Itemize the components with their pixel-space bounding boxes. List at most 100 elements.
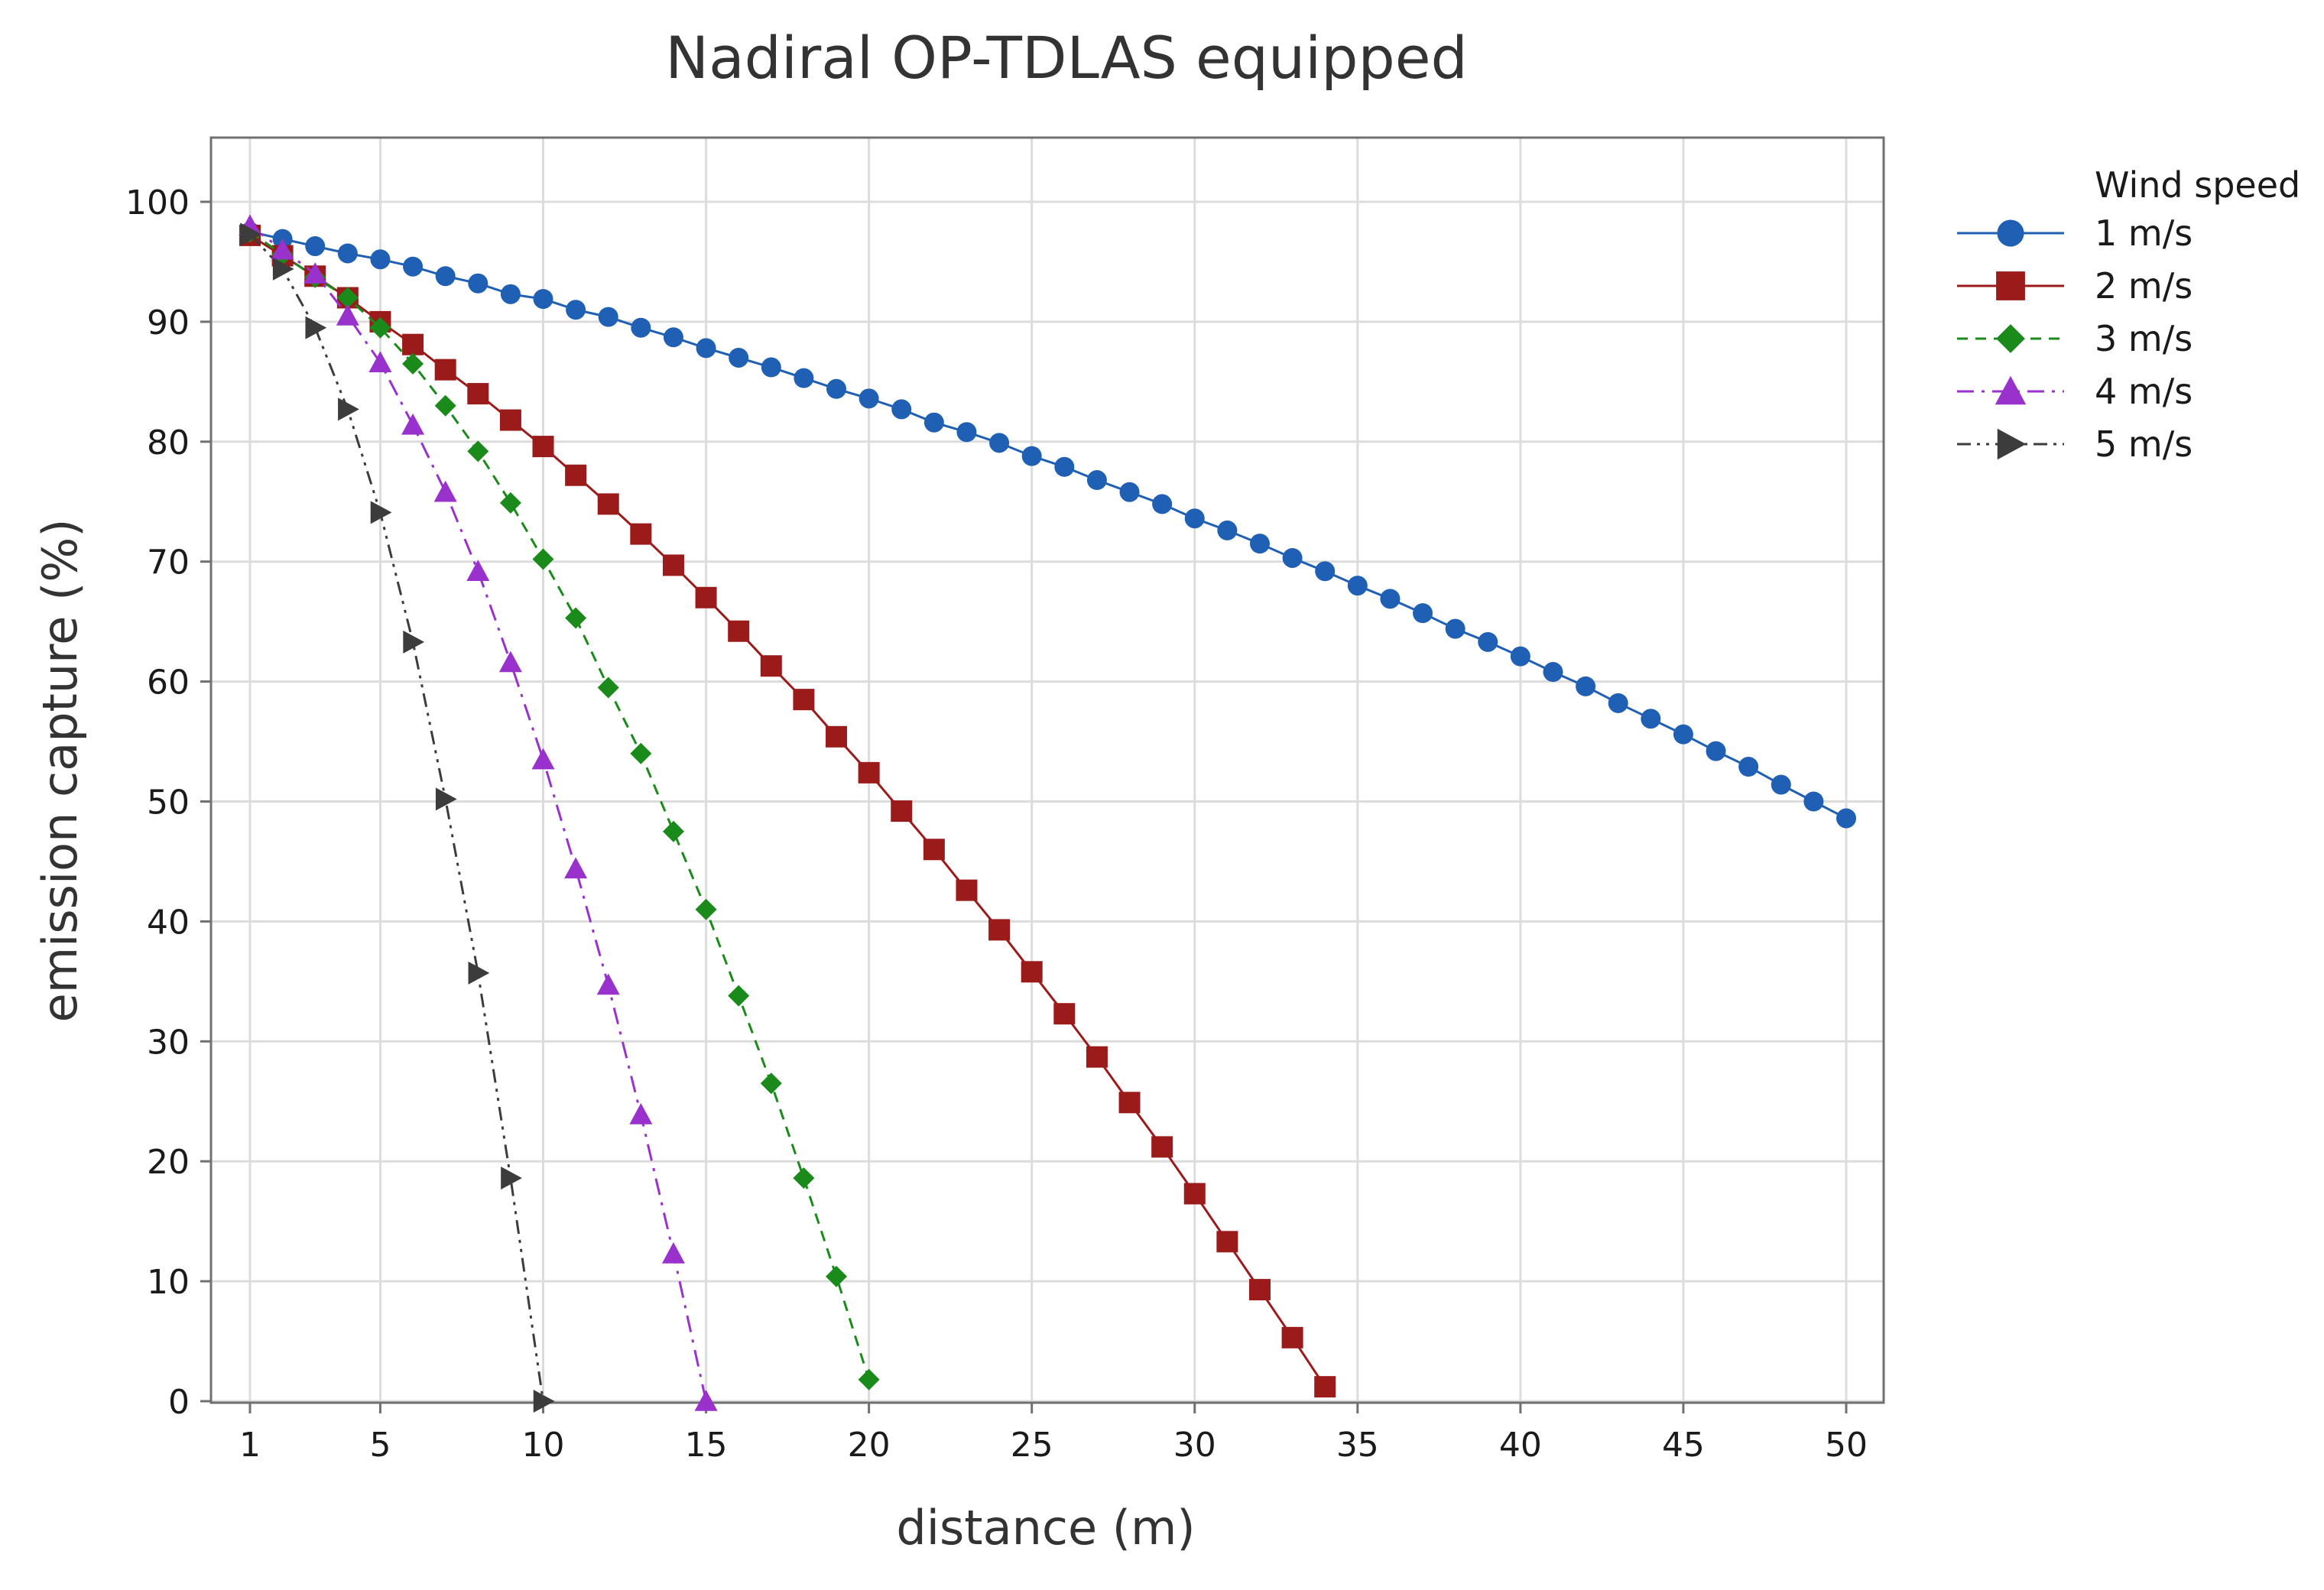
x-tick-label: 45 (1662, 1426, 1705, 1465)
data-point (598, 307, 618, 327)
data-point (336, 304, 359, 326)
data-point (435, 266, 456, 287)
data-point (597, 677, 619, 699)
data-point (1021, 961, 1043, 983)
x-tick-label: 10 (522, 1426, 565, 1465)
data-point (501, 1167, 522, 1190)
series-2 (239, 224, 1336, 1398)
data-point (923, 839, 945, 861)
data-point (630, 742, 652, 764)
data-point (663, 327, 683, 348)
data-point (1184, 508, 1205, 529)
data-point (760, 1072, 782, 1095)
data-point (500, 284, 521, 304)
y-tick-label: 40 (147, 903, 190, 942)
data-point (499, 409, 521, 431)
legend-marker (1996, 324, 2025, 353)
data-point (1803, 791, 1824, 812)
data-point (1510, 646, 1530, 667)
data-point (466, 560, 490, 582)
legend-label: 4 m/s (2095, 371, 2193, 412)
x-tick-label: 35 (1336, 1426, 1379, 1465)
legend-entry: 5 m/s (1957, 423, 2193, 465)
data-point (271, 238, 294, 260)
data-point (433, 480, 457, 502)
x-tick-label: 5 (369, 1426, 391, 1465)
data-point (1152, 494, 1173, 514)
data-point (826, 725, 848, 748)
data-point (305, 236, 326, 257)
legend-marker (1997, 428, 2027, 460)
x-tick-label: 15 (685, 1426, 728, 1465)
data-point (1445, 618, 1465, 639)
data-point (1673, 724, 1693, 745)
data-point (533, 1390, 555, 1413)
data-point (338, 398, 359, 421)
data-point (1118, 1092, 1141, 1114)
legend-entry: 1 m/s (1957, 213, 2193, 254)
data-point (1771, 774, 1791, 795)
data-point (891, 800, 913, 823)
data-point (1380, 589, 1401, 609)
y-tick-label: 20 (147, 1143, 190, 1182)
data-point (1478, 631, 1498, 652)
data-point (467, 440, 489, 462)
legend-label: 3 m/s (2095, 318, 2193, 359)
data-point (630, 523, 652, 545)
data-point (1248, 1279, 1271, 1301)
data-point (499, 492, 521, 514)
data-point (1217, 520, 1238, 540)
data-point (1543, 662, 1563, 683)
data-point (401, 413, 425, 435)
x-axis: 1 5 10 15 20 25 30 35 40 45 50 (239, 1403, 1868, 1465)
legend-entry: 4 m/s (1957, 371, 2193, 412)
series-3 (239, 221, 880, 1390)
series-line (249, 230, 1847, 819)
data-point (531, 748, 555, 770)
data-point (858, 761, 880, 784)
legend-label: 5 m/s (2095, 423, 2193, 465)
data-point (1119, 482, 1140, 502)
data-point (468, 273, 488, 294)
series-4 (239, 214, 718, 1411)
data-point (1086, 470, 1107, 491)
data-point (533, 289, 553, 310)
y-tick-label: 30 (147, 1023, 190, 1062)
data-point (1021, 446, 1042, 466)
data-point (1315, 561, 1336, 582)
data-point (662, 554, 684, 576)
data-point (1347, 576, 1368, 596)
data-point (532, 548, 554, 570)
data-point (1281, 1326, 1303, 1348)
data-point (793, 689, 815, 711)
legend: Wind speed 1 m/s 2 m/s 3 m/s 4 m/s 5 m/s (1957, 164, 2300, 465)
x-tick-label: 30 (1173, 1426, 1216, 1465)
data-point (1608, 693, 1628, 713)
data-point (1216, 1231, 1238, 1253)
data-point (435, 787, 457, 811)
data-point (1836, 808, 1856, 829)
x-tick-label: 20 (848, 1426, 891, 1465)
legend-marker (1997, 219, 2024, 247)
data-point (661, 1242, 685, 1264)
data-point (597, 493, 619, 515)
data-point (336, 287, 359, 309)
data-point (629, 1103, 653, 1124)
data-point (596, 973, 620, 995)
data-point (794, 368, 814, 388)
data-point (1738, 756, 1759, 777)
x-tick-label: 50 (1825, 1426, 1868, 1465)
data-point (760, 655, 782, 677)
data-point (956, 422, 977, 443)
series-line (249, 230, 871, 1381)
data-point (989, 433, 1010, 453)
data-point (695, 586, 717, 608)
data-point (467, 383, 489, 405)
legend-title: Wind speed (2095, 164, 2300, 206)
legend-label: 1 m/s (2095, 213, 2193, 254)
y-tick-label: 90 (147, 303, 190, 342)
data-point (402, 352, 424, 375)
data-point (402, 333, 424, 355)
data-point (1151, 1136, 1173, 1158)
